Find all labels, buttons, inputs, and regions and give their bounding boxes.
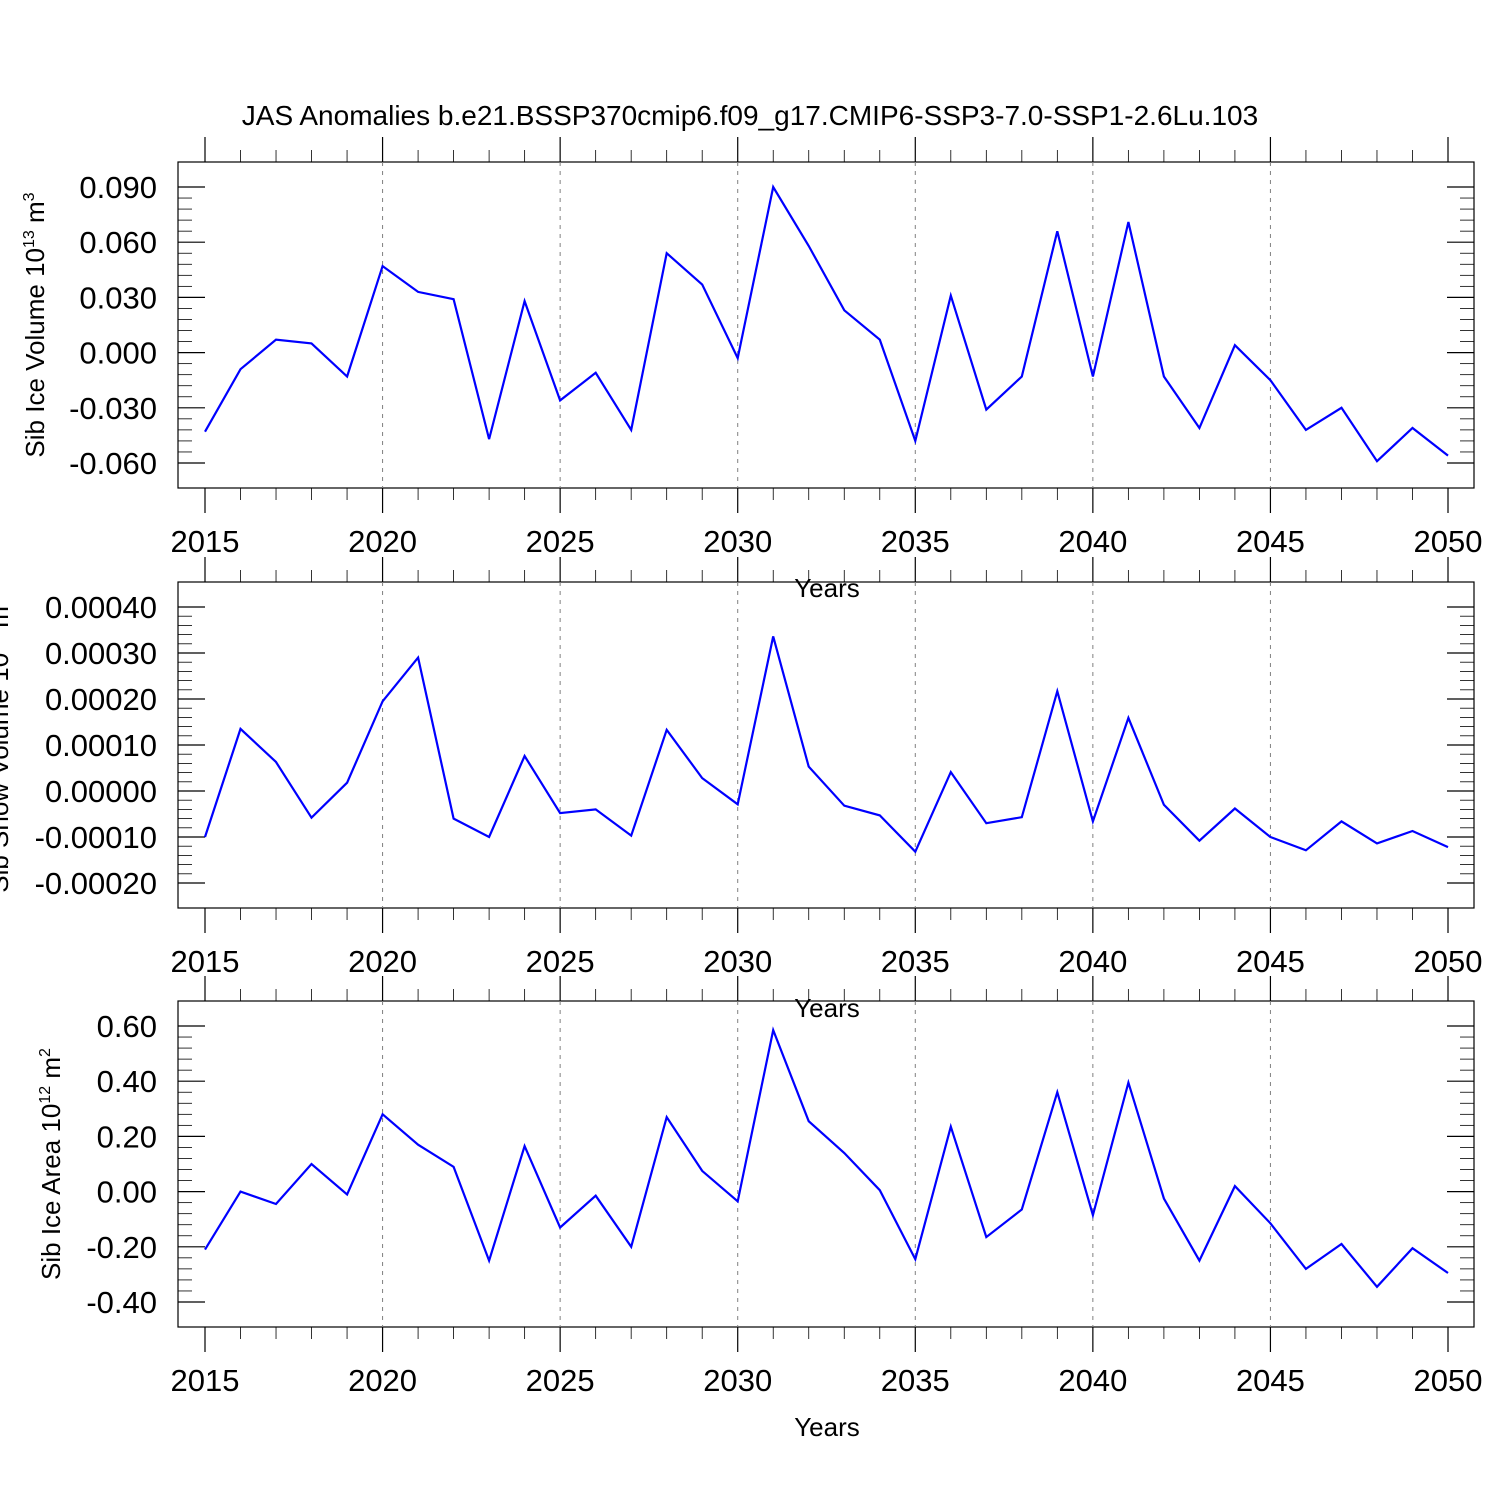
x-tick-label: 2040 [1058,1363,1127,1398]
y-tick-label: 0.090 [79,170,157,205]
x-tick-label: 2040 [1058,944,1127,979]
y-axis-title: Sib Snow Volume 1013 m3 [0,597,14,893]
x-tick-label: 2040 [1058,524,1127,559]
y-axis-title: Sib Ice Area 1012 m2 [36,1048,66,1280]
x-tick-label: 2050 [1414,1363,1483,1398]
y-tick-label: 0.60 [97,1009,157,1044]
y-tick-label: 0.00000 [45,774,157,809]
x-axis-title: Years [794,1412,860,1442]
y-tick-label: -0.060 [69,446,157,481]
plot-frame [177,1000,1475,1328]
x-tick-label: 2050 [1414,944,1483,979]
x-tick-label: 2050 [1414,524,1483,559]
plot-frame [177,161,1475,489]
x-tick-label: 2035 [881,944,950,979]
x-axis-title: Years [794,993,860,1023]
series-line [203,636,1449,854]
y-tick-label: 0.030 [79,280,157,315]
y-tick-label: 0.00030 [45,636,157,671]
y-tick-label: -0.20 [86,1230,157,1265]
y-tick-label: -0.00020 [35,866,157,901]
x-tick-label: 2030 [703,944,772,979]
x-tick-label: 2035 [881,524,950,559]
chart-panel-3: 2015 2020 2025 2030 2035 2040 2045 2050 0.60 0.40… [36,976,1482,1442]
x-tick-label: 2015 [171,1363,240,1398]
y-tick-label: 0.000 [79,336,157,371]
series-line [204,1026,1449,1289]
series-line [204,184,1449,463]
y-tick-label: 0.00020 [45,682,157,717]
x-tick-label: 2025 [526,1363,595,1398]
chart-panel-1: 2015 2020 2025 2030 2035 2040 2045 2050 0.090 0.0… [20,137,1482,603]
x-tick-label: 2025 [526,524,595,559]
y-tick-label: 0.00040 [45,590,157,625]
x-tick-label: 2035 [881,1363,950,1398]
y-tick-label: -0.00010 [35,820,157,855]
x-tick-label: 2030 [703,524,772,559]
x-tick-label: 2020 [348,1363,417,1398]
y-axis-title: Sib Ice Volume 1013 m3 [20,192,50,457]
x-tick-label: 2045 [1236,1363,1305,1398]
x-tick-label: 2020 [348,524,417,559]
x-tick-label: 2025 [526,944,595,979]
y-tick-label: 0.40 [97,1064,157,1099]
x-tick-label: 2045 [1236,524,1305,559]
chart-panel-2: 2015 2020 2025 2030 2035 2040 2045 2050 0.00040 0… [0,557,1482,1023]
plot-frame [177,581,1475,909]
x-tick-label: 2020 [348,944,417,979]
x-axis-title: Years [794,573,860,603]
y-tick-label: -0.40 [86,1285,157,1320]
y-tick-label: 0.20 [97,1119,157,1154]
figure-title: JAS Anomalies b.e21.BSSP370cmip6.f09_g17… [242,100,1258,131]
x-tick-label: 2015 [171,524,240,559]
y-tick-label: 0.00 [97,1175,157,1210]
x-tick-label: 2030 [703,1363,772,1398]
y-tick-label: 0.060 [79,225,157,260]
x-tick-label: 2015 [171,944,240,979]
y-tick-label: 0.00010 [45,728,157,763]
y-tick-label: -0.030 [69,391,157,426]
x-tick-label: 2045 [1236,944,1305,979]
